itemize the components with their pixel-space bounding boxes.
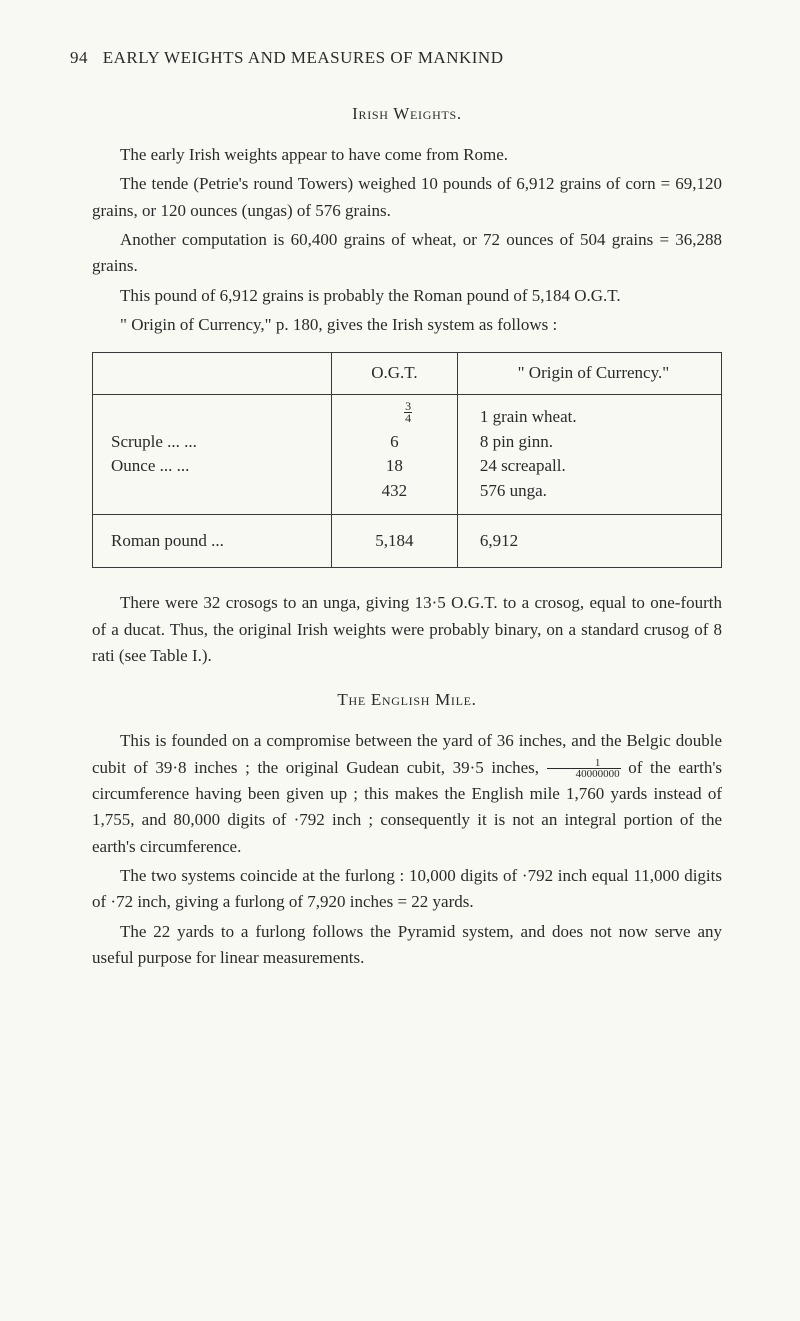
table-cell-origin-foot: 6,912 <box>457 514 721 568</box>
cell-line: 6 <box>390 430 399 455</box>
fraction-denominator: 40000000 <box>547 769 621 779</box>
paragraph: The 22 yards to a furlong follows the Py… <box>92 919 722 972</box>
paragraph: " Origin of Currency," p. 180, gives the… <box>92 312 722 338</box>
table-head-row: O.G.T. " Origin of Currency." <box>93 353 722 395</box>
fraction-earth-circumference: 140000000 <box>547 758 621 780</box>
irish-weights-table: O.G.T. " Origin of Currency." Scruple ..… <box>92 352 722 568</box>
table-header-blank <box>93 353 332 395</box>
cell-line: 24 screapall. <box>480 454 707 479</box>
cell-line: 432 <box>382 479 408 504</box>
table-header-ogt: O.G.T. <box>332 353 458 395</box>
paragraph: The early Irish weights appear to have c… <box>92 142 722 168</box>
cell-line: 1 grain wheat. <box>480 405 707 430</box>
page-header: 94 EARLY WEIGHTS AND MEASURES OF MANKIND <box>70 48 722 68</box>
running-title: EARLY WEIGHTS AND MEASURES OF MANKIND <box>103 48 504 67</box>
table-cell-origin: 1 grain wheat. 8 pin ginn. 24 screapall.… <box>457 395 721 515</box>
cell-line: 576 unga. <box>480 479 707 504</box>
section-heading-english-mile: The English Mile. <box>92 690 722 710</box>
page-number: 94 <box>70 48 88 67</box>
cell-line: 8 pin ginn. <box>480 430 707 455</box>
cell-line: Ounce ... ... <box>111 454 317 479</box>
table-header-origin: " Origin of Currency." <box>457 353 721 395</box>
table-body-row: Scruple ... ... Ounce ... ... 3 4 0 <box>93 395 722 515</box>
cell-line: Scruple ... ... <box>111 430 317 455</box>
paragraph: This pound of 6,912 grains is probably t… <box>92 283 722 309</box>
cell-line: 3 4 0 <box>390 405 399 430</box>
table-cell-ogt-foot: 5,184 <box>332 514 458 568</box>
paragraph: Another computation is 60,400 grains of … <box>92 227 722 280</box>
section-heading-irish-weights: Irish Weights. <box>92 104 722 124</box>
paragraph: There were 32 crosogs to an unga, giving… <box>92 590 722 669</box>
paragraph: The tende (Petrie's round Towers) weighe… <box>92 171 722 224</box>
cell-line: 18 <box>386 454 403 479</box>
table-foot-row: Roman pound ... 5,184 6,912 <box>93 514 722 568</box>
table-cell-labels: Scruple ... ... Ounce ... ... <box>93 395 332 515</box>
table-cell-roman-pound: Roman pound ... <box>93 514 332 568</box>
fraction-three-quarters: 3 4 <box>404 401 412 425</box>
fraction-denominator: 4 <box>404 413 412 424</box>
table-cell-ogt: 3 4 0 6 18 432 <box>332 395 458 515</box>
paragraph: The two systems coincide at the furlong … <box>92 863 722 916</box>
paragraph: This is founded on a compromise between … <box>92 728 722 860</box>
